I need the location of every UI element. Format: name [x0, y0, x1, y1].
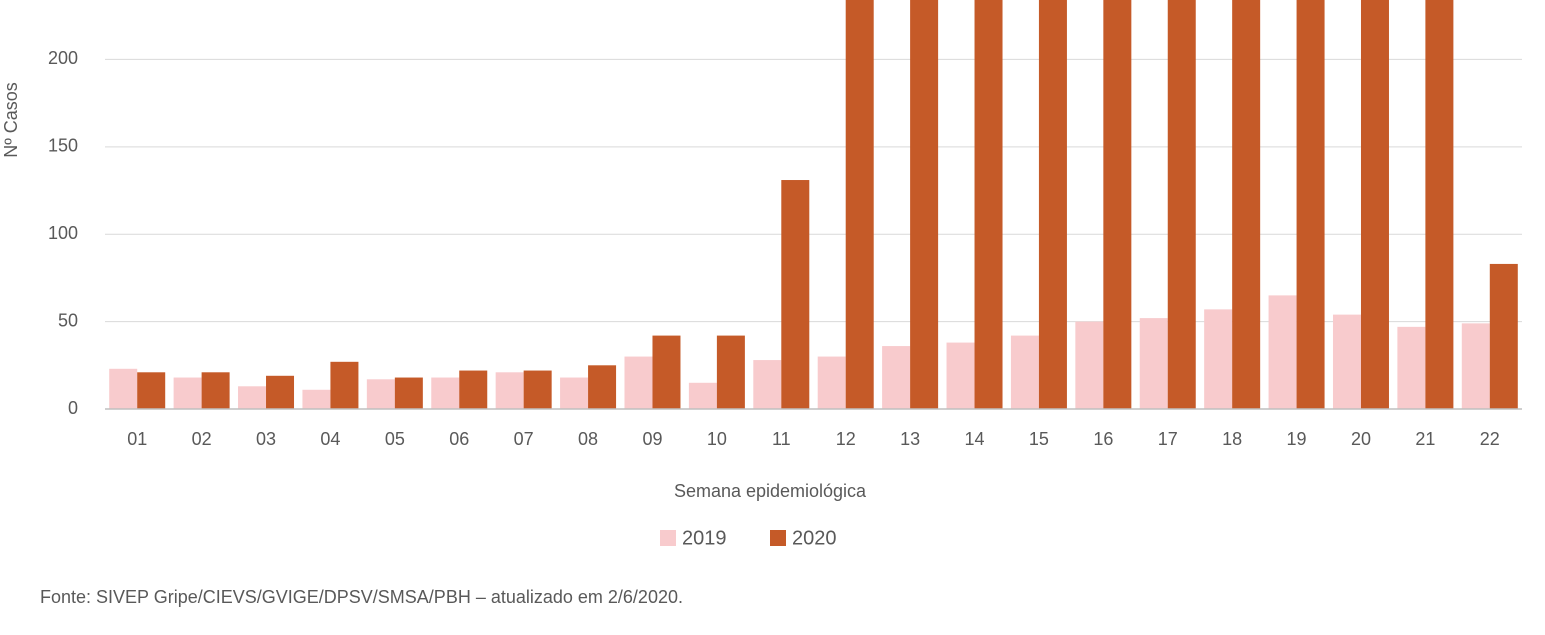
y-tick-label: 0: [68, 398, 78, 418]
x-tick-label: 22: [1480, 429, 1500, 449]
bar: [652, 335, 681, 409]
bar: [201, 372, 230, 409]
bar: [1489, 263, 1518, 409]
bar: [1268, 295, 1297, 409]
y-tick-label: 200: [48, 48, 78, 68]
legend-swatch: [770, 530, 786, 546]
bar: [1461, 323, 1490, 409]
bar: [1397, 326, 1426, 409]
bar: [910, 0, 939, 409]
bar: [173, 377, 202, 409]
bar: [882, 346, 911, 409]
bar: [137, 372, 166, 409]
bar: [495, 372, 524, 409]
bar: [1360, 0, 1389, 409]
y-tick-label: 100: [48, 223, 78, 243]
bar: [688, 382, 717, 409]
bar: [1332, 314, 1361, 409]
bar: [431, 377, 460, 409]
bar: [1010, 335, 1039, 409]
bar: [624, 356, 653, 409]
bar: [109, 368, 138, 409]
x-tick-label: 15: [1029, 429, 1049, 449]
source-note: Fonte: SIVEP Gripe/CIEVS/GVIGE/DPSV/SMSA…: [40, 587, 683, 607]
y-tick-label: 50: [58, 310, 78, 330]
bar: [366, 379, 395, 409]
x-tick-label: 09: [642, 429, 662, 449]
x-tick-label: 17: [1158, 429, 1178, 449]
bar: [1167, 0, 1196, 409]
bar: [1103, 0, 1132, 409]
x-axis-title: Semana epidemiológica: [674, 481, 867, 501]
x-tick-label: 18: [1222, 429, 1242, 449]
x-tick-label: 03: [256, 429, 276, 449]
legend-label: 2020: [792, 527, 837, 549]
x-tick-label: 13: [900, 429, 920, 449]
bar: [1296, 0, 1325, 409]
legend-label: 2019: [682, 527, 727, 549]
x-tick-label: 20: [1351, 429, 1371, 449]
bar: [302, 389, 331, 409]
x-tick-label: 04: [320, 429, 340, 449]
x-tick-label: 21: [1415, 429, 1435, 449]
bar: [1075, 321, 1104, 409]
bar: [560, 377, 589, 409]
bar: [238, 386, 267, 409]
y-axis-title: Nº Casos: [1, 82, 21, 158]
bar: [1204, 309, 1233, 409]
bar: [946, 342, 975, 409]
bar: [523, 370, 552, 409]
x-tick-label: 16: [1093, 429, 1113, 449]
bar: [845, 0, 874, 410]
bar: [753, 360, 782, 409]
x-tick-label: 07: [514, 429, 534, 449]
bar: [330, 361, 359, 409]
x-tick-label: 01: [127, 429, 147, 449]
x-tick-label: 05: [385, 429, 405, 449]
x-tick-label: 10: [707, 429, 727, 449]
x-tick-label: 14: [965, 429, 985, 449]
legend-swatch: [660, 530, 676, 546]
bar: [1232, 0, 1261, 409]
x-tick-label: 19: [1287, 429, 1307, 449]
x-tick-label: 12: [836, 429, 856, 449]
bar: [266, 375, 295, 409]
bar: [716, 335, 745, 409]
bar: [817, 356, 846, 409]
bar: [459, 370, 488, 409]
x-tick-label: 06: [449, 429, 469, 449]
x-tick-label: 02: [192, 429, 212, 449]
bar: [1425, 0, 1454, 409]
y-tick-label: 150: [48, 136, 78, 156]
bar: [588, 365, 617, 409]
x-tick-label: 11: [772, 429, 791, 449]
x-tick-label: 08: [578, 429, 598, 449]
bar: [1139, 318, 1168, 409]
bar: [974, 0, 1003, 409]
bar: [1038, 0, 1067, 409]
bar: [394, 377, 423, 409]
bar: [781, 180, 810, 409]
